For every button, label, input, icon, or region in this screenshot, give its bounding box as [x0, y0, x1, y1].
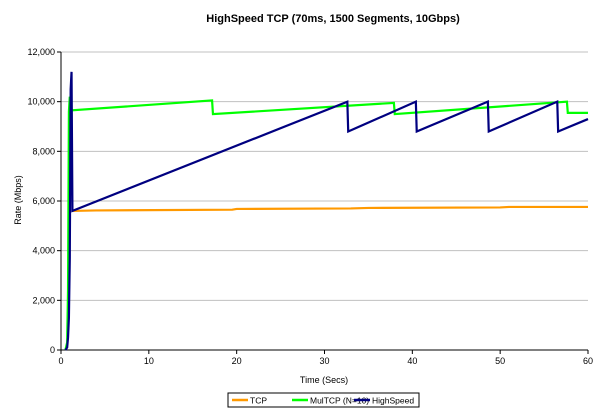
x-tick-label: 20 [232, 356, 242, 366]
x-tick-label: 60 [583, 356, 593, 366]
y-tick-label: 12,000 [27, 47, 55, 57]
legend-label: MulTCP (N=10) [310, 396, 369, 406]
series-line-tcp [72, 205, 588, 213]
x-tick-label: 0 [58, 356, 63, 366]
y-tick-label: 4,000 [32, 246, 55, 256]
y-tick-label: 0 [50, 345, 55, 355]
x-tick-label: 10 [144, 356, 154, 366]
y-tick-label: 10,000 [27, 97, 55, 107]
legend-label: TCP [250, 396, 267, 406]
y-tick-label: 8,000 [32, 146, 55, 156]
x-tick-label: 40 [407, 356, 417, 366]
legend-box [227, 392, 420, 408]
y-tick-label: 6,000 [32, 196, 55, 206]
chart-title: HighSpeed TCP (70ms, 1500 Segments, 10Gb… [206, 13, 460, 25]
series-line-multcp-n-10- [64, 96, 588, 351]
x-tick-label: 50 [495, 356, 505, 366]
series-line-highspeed [64, 71, 589, 351]
x-axis-label: Time (Secs) [300, 375, 348, 385]
legend-label: HighSpeed [372, 396, 414, 406]
y-tick-label: 2,000 [32, 295, 55, 305]
y-axis-label: Rate (Mbps) [13, 175, 23, 225]
x-tick-label: 30 [319, 356, 329, 366]
